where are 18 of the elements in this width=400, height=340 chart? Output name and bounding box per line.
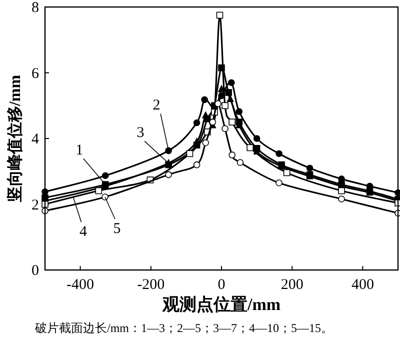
y-tick-label: 8: [32, 0, 39, 16]
legend-label: 4: [79, 224, 88, 240]
x-tick-label: -400: [66, 277, 94, 293]
legend-label: 5: [113, 221, 121, 238]
x-tick-label: 400: [351, 277, 374, 293]
text: 破片截面边长/mm：1—3；2—5；3—7；4—10；5—15。: [34, 321, 334, 335]
y-tick-label: 6: [32, 66, 40, 82]
x-tick-label: 0: [218, 277, 226, 293]
series-label: 3: [136, 125, 144, 142]
y-tick-label: 0: [32, 263, 39, 279]
text: 2: [152, 98, 160, 114]
y-tick-label: 4: [32, 132, 40, 148]
y-tick-label: 2: [32, 197, 39, 214]
x-tick-label: -200: [137, 277, 165, 293]
x-axis-title: 观测点位置/mm: [161, 295, 281, 314]
x-tick-label: 200: [280, 277, 304, 293]
series-label: 1: [76, 142, 84, 159]
y-axis-title: 竖向峰值位移/mm: [6, 74, 24, 204]
